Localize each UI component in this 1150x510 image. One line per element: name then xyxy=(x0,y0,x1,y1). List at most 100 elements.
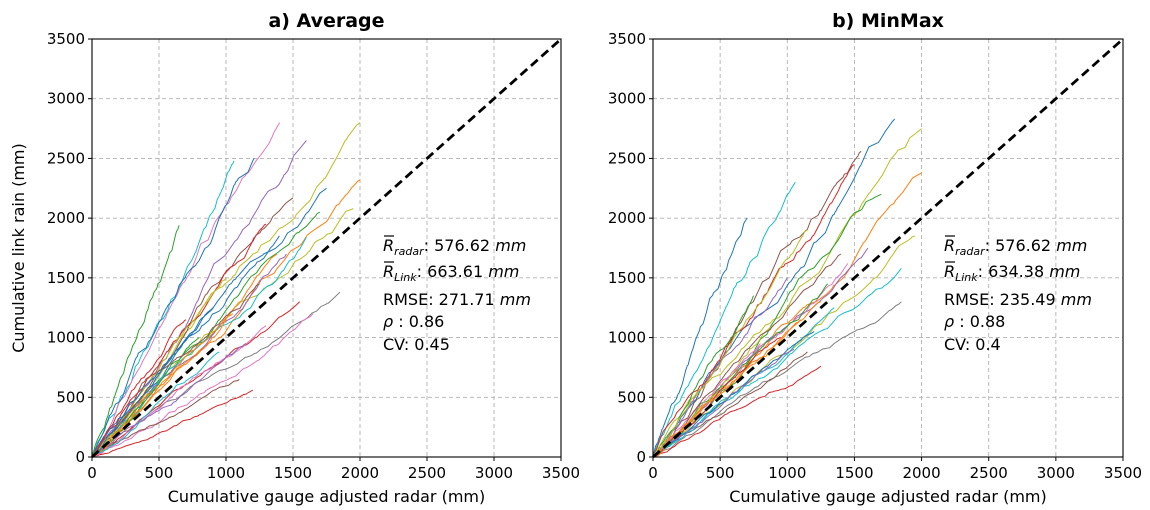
y-tick-label: 2000 xyxy=(47,209,85,227)
r-unit: mm xyxy=(1049,262,1080,281)
x-tick-label: 3500 xyxy=(1104,464,1142,482)
series-line xyxy=(91,187,327,458)
y-tick-label: 1000 xyxy=(47,329,85,347)
series-line xyxy=(91,283,260,458)
series-line xyxy=(91,337,200,458)
series-line xyxy=(91,223,267,458)
cv-text: CV: 0.4 xyxy=(944,335,1001,354)
series-line xyxy=(91,378,240,458)
series-line xyxy=(91,325,267,458)
series-line xyxy=(652,164,855,458)
series-line xyxy=(652,301,822,458)
y-tick-label: 2000 xyxy=(608,209,646,227)
r-symbol: R xyxy=(944,236,955,255)
rho-value: : 0.88 xyxy=(954,312,1005,331)
x-tick-label: 1000 xyxy=(768,464,806,482)
series-line xyxy=(652,337,781,458)
series-line xyxy=(91,277,227,458)
y-tick-label: 3500 xyxy=(608,30,646,48)
rmse-text: RMSE: 235.49 mm xyxy=(944,290,1092,309)
y-tick-label: 1500 xyxy=(608,269,646,287)
r-subscript: Link xyxy=(955,271,978,284)
x-tick-label: 1500 xyxy=(274,464,312,482)
x-tick-label: 2500 xyxy=(970,464,1008,482)
series-line xyxy=(91,351,220,458)
x-tick-label: 1000 xyxy=(207,464,245,482)
y-tick-label: 500 xyxy=(617,388,646,406)
y-tick-label: 3500 xyxy=(47,30,85,48)
series-line xyxy=(91,301,301,458)
mean-link-text: RLink: 634.38 mm xyxy=(944,262,1080,284)
x-tick-label: 500 xyxy=(145,464,174,482)
series-line xyxy=(652,193,882,458)
y-tick-label: 1000 xyxy=(608,329,646,347)
r-unit: mm xyxy=(488,262,519,281)
series-line xyxy=(91,158,255,458)
cv-text: CV: 0.45 xyxy=(383,335,450,354)
r-value: : 576.62 xyxy=(985,236,1057,255)
y-tick-label: 3000 xyxy=(47,90,85,108)
mean-radar-text: Rradar: 576.62 mm xyxy=(944,236,1087,258)
x-tick-label: 0 xyxy=(648,464,658,482)
x-axis-label: Cumulative gauge adjusted radar (mm) xyxy=(168,487,486,506)
y-tick-label: 0 xyxy=(75,448,85,466)
r-value: : 576.62 xyxy=(424,236,496,255)
series-line xyxy=(652,295,754,458)
y-tick-label: 2500 xyxy=(47,149,85,167)
series-line xyxy=(652,343,761,458)
series-line xyxy=(91,237,307,458)
chart-title: b) MinMax xyxy=(832,10,944,32)
r-unit: mm xyxy=(495,236,526,255)
plot-frame xyxy=(652,38,1124,458)
series-line xyxy=(652,150,862,458)
y-axis-label: Cumulative link rain (mm) xyxy=(9,143,28,353)
series-line xyxy=(91,160,235,458)
r-subscript: radar xyxy=(955,245,986,258)
series-line xyxy=(91,235,280,458)
series-line xyxy=(652,365,822,458)
x-tick-label: 2500 xyxy=(408,464,446,482)
series-line xyxy=(652,301,902,458)
mean-link-text: RLink: 663.61 mm xyxy=(383,262,519,284)
plot-frame xyxy=(91,38,562,458)
mean-radar-text: Rradar: 576.62 mm xyxy=(383,236,526,258)
rmse-value: RMSE: 235.49 xyxy=(944,290,1061,309)
rho-text: ρ : 0.88 xyxy=(944,312,1005,331)
series-line xyxy=(652,172,922,458)
rmse-text: RMSE: 271.71 mm xyxy=(383,290,531,309)
series-line xyxy=(91,389,254,458)
series-line xyxy=(652,349,795,458)
one-to-one-line xyxy=(652,37,1124,459)
series-line xyxy=(91,253,278,458)
panel-average: 0 500 1000 1500 2000 2500 3000 3500 0 500 1000 1500… xyxy=(9,10,580,506)
rmse-unit: mm xyxy=(1061,290,1092,309)
series-line xyxy=(91,343,247,458)
y-tick-label: 1500 xyxy=(47,269,85,287)
rmse-unit: mm xyxy=(500,290,531,309)
r-value: : 663.61 xyxy=(417,262,489,281)
rho-value: : 0.86 xyxy=(393,312,444,331)
x-tick-label: 2000 xyxy=(341,464,379,482)
r-symbol: R xyxy=(383,262,394,281)
r-symbol: R xyxy=(383,236,394,255)
series-line xyxy=(652,229,808,458)
r-subscript: Link xyxy=(394,271,417,284)
x-tick-label: 3000 xyxy=(1037,464,1075,482)
panel-minmax: 0 500 1000 1500 2000 2500 3000 3500 0 500 1000 1500… xyxy=(608,10,1142,506)
x-tick-label: 0 xyxy=(87,464,97,482)
x-tick-label: 3000 xyxy=(475,464,513,482)
series-line xyxy=(91,313,314,458)
x-tick-label: 1500 xyxy=(835,464,873,482)
series-line xyxy=(652,118,896,458)
r-symbol: R xyxy=(944,262,955,281)
series-line xyxy=(652,128,922,458)
x-tick-label: 500 xyxy=(706,464,735,482)
series-line xyxy=(91,208,354,458)
series-line xyxy=(652,182,796,458)
series-line xyxy=(91,122,281,458)
x-tick-label: 3500 xyxy=(542,464,580,482)
x-axis-label: Cumulative gauge adjusted radar (mm) xyxy=(729,487,1047,506)
